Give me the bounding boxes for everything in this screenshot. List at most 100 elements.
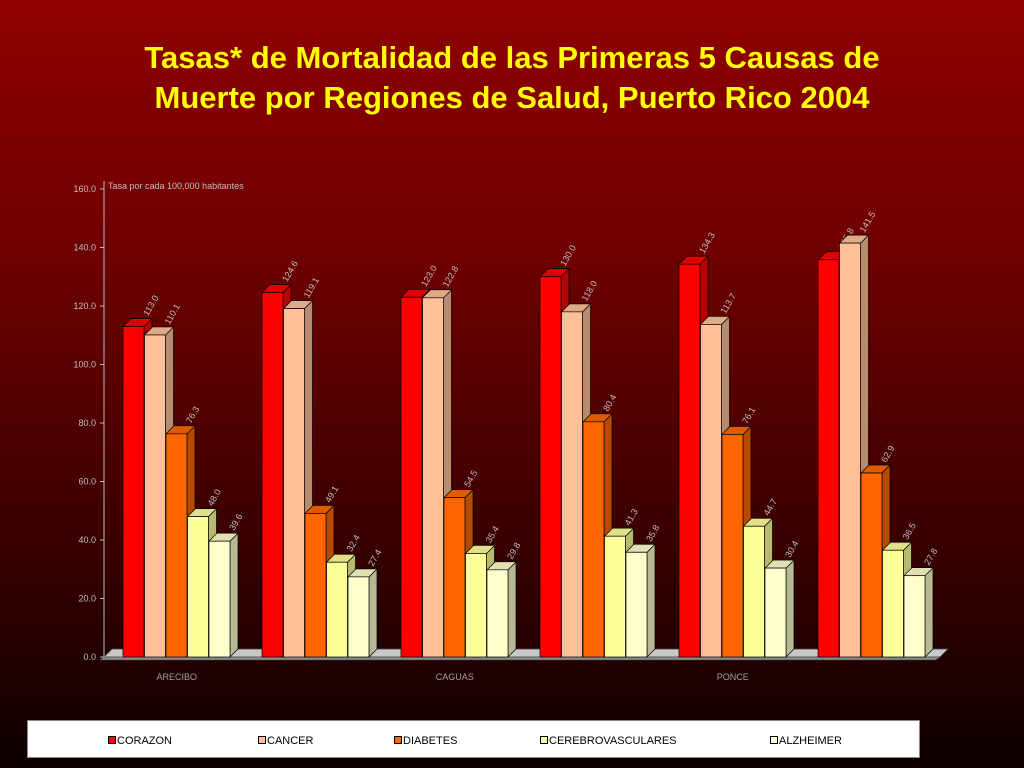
legend: CORAZON CANCER DIABETES CEREBROVASCULARES AL… bbox=[27, 720, 920, 758]
bar-front bbox=[625, 551, 648, 658]
bar-front bbox=[165, 433, 188, 658]
y-tick-label: 20.0 bbox=[78, 594, 96, 604]
x-category-label: ARECIBO bbox=[156, 672, 197, 682]
legend-item: DIABETES bbox=[394, 735, 457, 747]
legend-item: CANCER bbox=[258, 735, 313, 747]
title-line-1: Tasas* de Mortalidad de las Primeras 5 C… bbox=[144, 40, 880, 75]
bar-front bbox=[283, 308, 305, 658]
data-label: 39.6 bbox=[227, 512, 244, 532]
data-label: 44.7 bbox=[762, 497, 779, 517]
bar-front bbox=[860, 472, 883, 658]
data-label: 122.8 bbox=[441, 264, 461, 289]
data-label: 32.4 bbox=[345, 533, 362, 553]
data-label: 76.1 bbox=[740, 405, 757, 425]
data-label: 119.1 bbox=[302, 276, 322, 300]
chart-title: Tasas* de Mortalidad de las Primeras 5 C… bbox=[40, 38, 984, 118]
legend-item: CEREBROVASCULARES bbox=[540, 735, 677, 747]
bar-front bbox=[604, 535, 626, 658]
bar-front bbox=[261, 292, 284, 658]
bar-front bbox=[400, 296, 423, 658]
y-tick-label: 140.0 bbox=[73, 243, 96, 253]
data-label: 62.9 bbox=[879, 444, 896, 464]
legend-swatch bbox=[540, 736, 548, 744]
legend-label: CORAZON bbox=[117, 735, 172, 747]
title-line-2: Muerte por Regiones de Salud, Puerto Ric… bbox=[154, 80, 870, 115]
x-category-label: PONCE bbox=[717, 672, 749, 682]
legend-item: CORAZON bbox=[108, 735, 172, 747]
bar-chart: 0.0 20.0 40.0 60.0 80.0 100.0 120.0 140.0 160.0 T… bbox=[73, 181, 949, 682]
legend-swatch bbox=[108, 736, 116, 744]
y-tick-label: 0.0 bbox=[83, 652, 96, 662]
y-tick-label: 80.0 bbox=[78, 418, 96, 428]
data-label: 36.5 bbox=[901, 521, 918, 541]
data-label: 29.8 bbox=[505, 541, 522, 561]
legend-label: DIABETES bbox=[403, 735, 458, 747]
data-label: 49.1 bbox=[323, 484, 340, 504]
bar bbox=[764, 559, 795, 658]
data-label: 113.0 bbox=[141, 294, 161, 318]
bar-front bbox=[678, 263, 701, 658]
data-label: 113.7 bbox=[719, 291, 739, 315]
legend-swatch bbox=[770, 736, 778, 744]
y-axis-label: Tasa por cada 100,000 habitantes bbox=[108, 181, 244, 191]
bar-front bbox=[465, 553, 487, 658]
bar-front bbox=[486, 569, 509, 658]
bar bbox=[486, 560, 517, 658]
legend-swatch bbox=[394, 736, 402, 744]
bar-front bbox=[561, 311, 583, 658]
bar bbox=[903, 566, 934, 658]
bar-front bbox=[882, 549, 904, 658]
y-tick-label: 40.0 bbox=[78, 535, 96, 545]
data-label: 27.8 bbox=[922, 547, 939, 567]
bar-front bbox=[582, 421, 605, 658]
x-category-label: CAGUAS bbox=[436, 672, 474, 682]
data-label: 110.1 bbox=[163, 302, 183, 326]
bar-front bbox=[743, 525, 765, 658]
bar-front bbox=[539, 276, 562, 658]
y-tick-label: 160.0 bbox=[73, 184, 96, 194]
data-label: 124.6 bbox=[280, 259, 300, 284]
bar-front bbox=[187, 516, 209, 658]
y-tick-label: 120.0 bbox=[73, 301, 96, 311]
bar-front bbox=[839, 242, 861, 658]
bar bbox=[625, 543, 656, 658]
chart-floor-edge bbox=[99, 656, 941, 661]
data-label: 54.5 bbox=[462, 468, 479, 488]
legend-swatch bbox=[258, 736, 266, 744]
y-tick-label: 60.0 bbox=[78, 477, 96, 487]
data-label: 35.4 bbox=[484, 524, 501, 544]
bar-front bbox=[422, 297, 444, 658]
bar-front bbox=[700, 324, 722, 658]
bar bbox=[208, 532, 239, 658]
bar-side bbox=[229, 532, 239, 658]
bar-side bbox=[785, 559, 795, 658]
bar-front bbox=[326, 561, 348, 658]
bar-side bbox=[924, 566, 934, 658]
data-label: 30.4 bbox=[783, 539, 800, 559]
bar-side bbox=[646, 543, 656, 658]
bar bbox=[347, 568, 378, 658]
data-label: 41.3 bbox=[623, 507, 640, 527]
data-label: 80.4 bbox=[601, 393, 618, 413]
bar-front bbox=[721, 434, 744, 658]
data-label: 130.0 bbox=[558, 243, 578, 268]
legend-item: ALZHEIMER bbox=[770, 735, 842, 747]
legend-label: CEREBROVASCULARES bbox=[549, 735, 677, 747]
bar-front bbox=[122, 326, 145, 658]
bar-front bbox=[903, 575, 926, 658]
data-label: 123.0 bbox=[419, 264, 439, 289]
bar-side bbox=[507, 560, 517, 658]
data-label: 27.4 bbox=[366, 548, 383, 568]
bar-side bbox=[368, 568, 378, 658]
bar-front bbox=[764, 567, 787, 658]
data-label: 48.0 bbox=[206, 487, 223, 507]
data-label: 76.3 bbox=[184, 405, 201, 425]
y-tick-label: 100.0 bbox=[73, 360, 96, 370]
data-label: 141.5 bbox=[858, 210, 878, 235]
bar-front bbox=[304, 513, 327, 658]
bar-front bbox=[817, 259, 840, 658]
bar-front bbox=[443, 497, 466, 658]
bar-front bbox=[208, 540, 231, 658]
data-label: 118.0 bbox=[580, 279, 600, 303]
legend-label: CANCER bbox=[267, 735, 314, 747]
